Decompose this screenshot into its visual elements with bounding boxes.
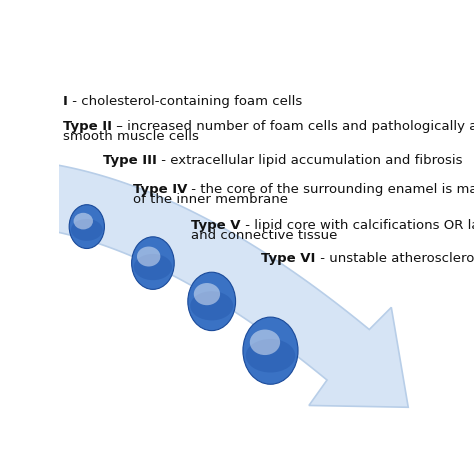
Text: - the core of the surrounding enamel is made u: - the core of the surrounding enamel is …	[187, 183, 474, 196]
Ellipse shape	[190, 291, 233, 320]
Text: Type III: Type III	[103, 154, 157, 166]
Ellipse shape	[243, 317, 298, 384]
Ellipse shape	[137, 246, 160, 266]
Ellipse shape	[250, 329, 280, 355]
Ellipse shape	[194, 283, 220, 305]
Text: - cholesterol-containing foam cells: - cholesterol-containing foam cells	[68, 95, 302, 108]
Text: Type IV: Type IV	[133, 183, 187, 196]
Text: I: I	[63, 95, 68, 108]
Text: and connective tissue: and connective tissue	[191, 229, 338, 242]
Ellipse shape	[69, 205, 104, 248]
Text: - lipid core with calcifications OR lac: - lipid core with calcifications OR lac	[241, 219, 474, 232]
Ellipse shape	[132, 237, 174, 289]
Text: - extracellular lipid accumulation and fibrosis: - extracellular lipid accumulation and f…	[157, 154, 463, 166]
Polygon shape	[36, 163, 408, 407]
Text: – increased number of foam cells and pathologically altered: – increased number of foam cells and pat…	[112, 119, 474, 133]
Ellipse shape	[73, 213, 93, 229]
Text: Type V: Type V	[191, 219, 241, 232]
Text: Type VI: Type VI	[261, 252, 316, 265]
Text: - unstable atherosclero: - unstable atherosclero	[316, 252, 474, 265]
Text: Type II: Type II	[63, 119, 112, 133]
Ellipse shape	[246, 339, 295, 373]
Text: smooth muscle cells: smooth muscle cells	[63, 129, 199, 143]
Text: of the inner membrane: of the inner membrane	[133, 192, 288, 206]
Ellipse shape	[71, 219, 103, 241]
Ellipse shape	[134, 254, 172, 280]
Ellipse shape	[188, 272, 236, 331]
